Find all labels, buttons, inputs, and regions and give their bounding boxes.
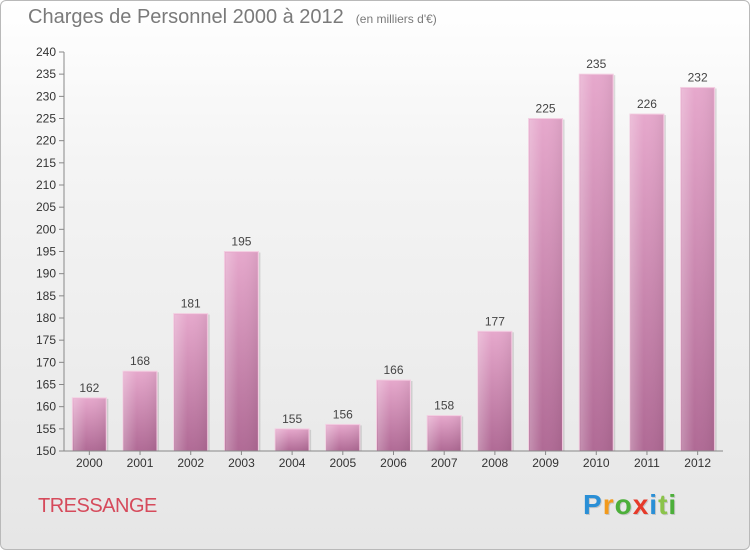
y-tick-label: 205 xyxy=(36,200,56,214)
y-tick-label: 220 xyxy=(36,134,56,148)
bar-highlight xyxy=(73,398,106,451)
proxiti-logo[interactable]: Proxiti xyxy=(583,489,677,521)
y-axis: 150 155 160 165 170 175 180 185 190 195 200 205 210 2… xyxy=(36,45,65,458)
y-tick-label: 185 xyxy=(36,289,56,303)
bar-highlight xyxy=(580,75,613,452)
bar-highlight xyxy=(478,332,511,451)
x-tick-label: 2012 xyxy=(684,456,711,470)
commune-name: TRESSANGE xyxy=(38,495,157,517)
y-tick-label: 160 xyxy=(36,400,56,414)
y-tick-label: 150 xyxy=(36,444,56,458)
bar-highlight xyxy=(276,429,309,451)
bar-value-label: 235 xyxy=(586,57,606,71)
y-tick-label: 175 xyxy=(36,333,56,347)
y-tick-label: 195 xyxy=(36,245,56,259)
y-tick-label: 225 xyxy=(36,112,56,126)
x-tick-label: 2000 xyxy=(76,456,103,470)
logo-letter: t xyxy=(658,489,669,520)
logo-letter: o xyxy=(614,489,633,520)
chart-subtitle: (en milliers d'€) xyxy=(355,12,437,26)
bar-highlight xyxy=(681,88,714,451)
bar-highlight xyxy=(124,372,157,451)
x-tick-label: 2009 xyxy=(532,456,559,470)
bar-value-label: 166 xyxy=(383,363,403,377)
x-tick-label: 2008 xyxy=(482,456,509,470)
y-tick-label: 155 xyxy=(36,422,56,436)
bar-value-label: 162 xyxy=(79,381,99,395)
y-tick-label: 215 xyxy=(36,156,56,170)
bar-highlight xyxy=(377,381,410,451)
y-tick-label: 235 xyxy=(36,67,56,81)
logo-letter: r xyxy=(602,489,615,520)
logo-letter: i xyxy=(668,489,678,520)
chart-title: Charges de Personnel 2000 à 2012 xyxy=(28,6,344,28)
y-tick-label: 200 xyxy=(36,222,56,236)
y-tick-label: 240 xyxy=(36,45,56,59)
bar-value-label: 168 xyxy=(130,354,150,368)
logo-letter: x xyxy=(632,489,650,520)
y-tick-label: 165 xyxy=(36,378,56,392)
x-tick-label: 2002 xyxy=(177,456,204,470)
y-tick-label: 230 xyxy=(36,89,56,103)
x-tick-label: 2011 xyxy=(634,456,660,470)
bar-value-label: 177 xyxy=(485,314,505,328)
x-tick-label: 2004 xyxy=(279,456,306,470)
x-tick-label: 2003 xyxy=(228,456,255,470)
title-row: Charges de Personnel 2000 à 2012 (en mill… xyxy=(28,6,437,29)
x-axis: 2000 2001 2002 2003 2004 2005 2006 2007 2008 2009… xyxy=(64,450,723,470)
x-tick-label: 2006 xyxy=(380,456,407,470)
logo-letter: i xyxy=(649,489,659,520)
y-tick-label: 190 xyxy=(36,267,56,281)
bar-value-label: 156 xyxy=(333,407,353,421)
bar-value-label: 181 xyxy=(181,297,201,311)
bar-highlight xyxy=(225,252,258,451)
bar-highlight xyxy=(174,314,207,451)
bars: 162 168 181 195 155 156 166 158 177 225 235 226 232 xyxy=(71,57,717,452)
bar-highlight xyxy=(529,119,562,451)
bar-highlight xyxy=(428,416,461,451)
bar-highlight xyxy=(326,425,359,451)
x-tick-label: 2001 xyxy=(127,456,154,470)
bar-value-label: 232 xyxy=(688,70,708,84)
y-tick-label: 180 xyxy=(36,311,56,325)
bar-value-label: 225 xyxy=(536,102,556,116)
bar-value-label: 155 xyxy=(282,412,302,426)
bar-value-label: 158 xyxy=(434,399,454,413)
x-tick-label: 2010 xyxy=(583,456,610,470)
bar-highlight xyxy=(630,115,663,452)
x-tick-label: 2007 xyxy=(431,456,458,470)
x-tick-label: 2005 xyxy=(329,456,356,470)
bar-value-label: 226 xyxy=(637,97,657,111)
y-tick-label: 170 xyxy=(36,355,56,369)
bar-value-label: 195 xyxy=(231,235,251,249)
logo-letter: P xyxy=(583,489,603,520)
y-tick-label: 210 xyxy=(36,178,56,192)
